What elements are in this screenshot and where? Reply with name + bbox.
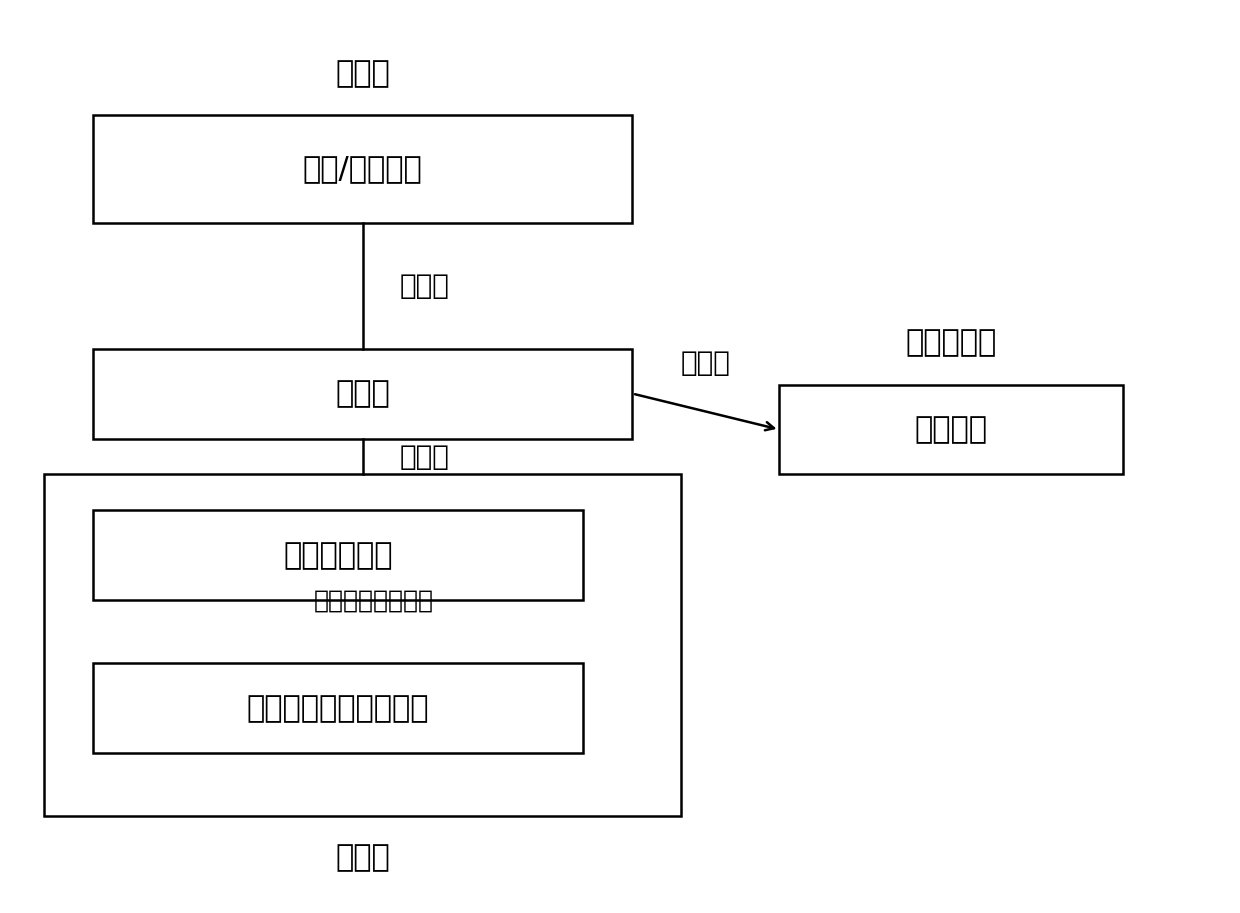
Bar xyxy=(43,475,681,816)
Bar xyxy=(93,664,583,753)
Text: 上位机: 上位机 xyxy=(335,58,389,88)
Text: 实时控制系统: 实时控制系统 xyxy=(283,540,393,570)
Bar xyxy=(780,384,1122,475)
Text: 辅助子系统: 辅助子系统 xyxy=(905,329,997,358)
Bar xyxy=(93,349,632,438)
Text: 以太网: 以太网 xyxy=(399,443,449,470)
Text: 以太网: 以太网 xyxy=(399,272,449,299)
Text: 内容数据交换通道: 内容数据交换通道 xyxy=(314,588,434,613)
Text: 控制/监测软件: 控制/监测软件 xyxy=(303,154,423,184)
Text: 以太网: 以太网 xyxy=(681,350,730,377)
Text: 泵控系统: 泵控系统 xyxy=(915,415,987,444)
Bar xyxy=(93,115,632,223)
Text: 路由器: 路由器 xyxy=(335,379,389,408)
Bar xyxy=(93,510,583,601)
Text: 下位机: 下位机 xyxy=(335,843,389,872)
Text: 阀驱动和数据采集系统: 阀驱动和数据采集系统 xyxy=(247,694,429,723)
